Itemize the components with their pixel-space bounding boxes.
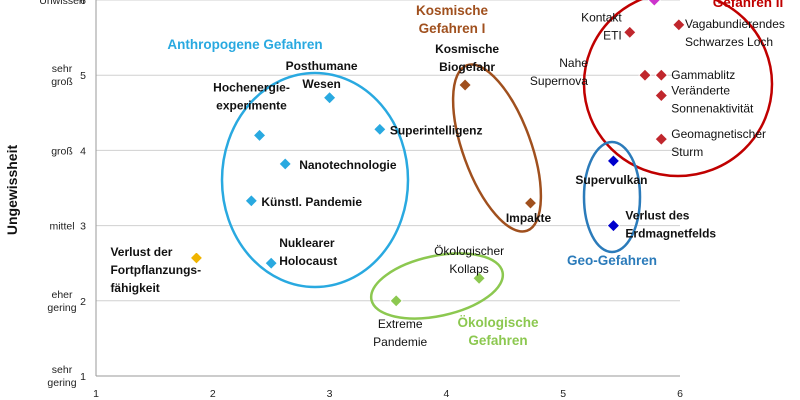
point-labels: Posthumane Wesen Hochenergie-experimente Su… — [110, 10, 784, 348]
point-label-10-0: Extreme — [378, 317, 423, 331]
point-label-5-1: Holocaust — [279, 254, 337, 268]
y-tick-text-4-1: groß — [51, 76, 73, 88]
point-label-16: Gammablitz — [671, 68, 735, 82]
point-label-8: Impakte — [506, 211, 552, 225]
y-tick-text-0-0: sehr — [52, 364, 73, 376]
point-label-6-1: Fortpflanzungs- — [110, 263, 201, 277]
data-point-14 — [672, 18, 686, 32]
y-tick-text-0-1: gering — [47, 377, 76, 389]
y-tick-number-5: 6 — [80, 0, 86, 7]
ellipse-geo — [582, 140, 642, 254]
x-tick-0: 1 — [93, 388, 99, 400]
y-axis-ticks: 1sehrgering2ehergering3mittel4groß5sehrg… — [39, 0, 86, 389]
group-label-gefahren-2: Gefahren II — [713, 0, 784, 10]
x-tick-2: 3 — [327, 388, 333, 400]
point-label-2: Superintelligenz — [390, 123, 483, 137]
y-tick-text-4-0: sehr — [52, 63, 73, 75]
point-label-1-0: Hochenergie- — [213, 80, 290, 94]
data-point-10 — [389, 294, 403, 308]
data-point-4 — [244, 194, 258, 208]
point-label-7-0: Kosmische — [435, 42, 499, 56]
x-axis-ticks: 1 2 3 4 5 6 — [93, 388, 683, 400]
point-label-12-0: Verlust des — [625, 209, 689, 223]
data-points — [189, 0, 686, 308]
y-tick-number-0: 1 — [80, 371, 86, 383]
point-label-9-0: Ökologischer — [434, 244, 504, 258]
x-tick-4: 5 — [560, 388, 566, 400]
y-tick-text-1-1: gering — [47, 302, 76, 314]
data-point-9 — [472, 271, 486, 285]
data-point-2 — [373, 122, 387, 136]
group-label-geo: Geo-Gefahren — [567, 253, 657, 268]
data-point-18 — [654, 132, 668, 146]
y-tick-number-3: 4 — [80, 145, 86, 157]
group-ellipses — [220, 0, 774, 320]
point-label-0-0: Posthumane — [286, 59, 358, 73]
y-tick-text-2: mittel — [49, 221, 74, 233]
y-tick-text-1-0: eher — [51, 289, 73, 301]
point-label-14-1: Schwarzes Loch — [685, 35, 773, 49]
point-label-6-0: Verlust der — [110, 245, 172, 259]
y-axis-label: Ungewissheit — [4, 145, 20, 236]
point-label-3: Nanotechnologie — [299, 158, 397, 172]
data-point-5 — [264, 256, 278, 270]
point-label-18-1: Sturm — [671, 145, 703, 159]
ellipse-oekologische — [369, 252, 505, 320]
data-point-17 — [654, 88, 668, 103]
ellipse-kosmische-1 — [451, 63, 543, 233]
point-label-10-1: Pandemie — [373, 335, 427, 349]
ellipse-anthropogene — [220, 71, 410, 289]
data-point-3 — [278, 157, 292, 171]
point-label-17-1: Sonnenaktivität — [671, 102, 754, 116]
point-label-13-0: Kontakt — [581, 10, 622, 24]
svg-text:Kosmische: Kosmische — [416, 3, 489, 18]
data-point-15 — [638, 68, 652, 82]
svg-text:Gefahren I: Gefahren I — [419, 21, 486, 36]
data-point-13 — [623, 25, 637, 39]
data-point-11 — [606, 154, 620, 168]
y-tick-text-5: Unwissen — [39, 0, 85, 7]
data-point-12 — [606, 219, 620, 233]
data-point-19 — [647, 0, 661, 7]
gridlines — [95, 0, 680, 377]
point-label-18-0: Geomagnetischer — [671, 127, 766, 141]
point-label-15-1: Supernova — [530, 74, 588, 88]
x-tick-5: 6 — [677, 388, 683, 400]
group-labels: Anthropogene Gefahren Kosmische Gefahren… — [167, 0, 783, 348]
point-label-11: Supervulkan — [575, 173, 647, 187]
data-point-6 — [189, 251, 204, 265]
x-tick-3: 4 — [443, 388, 449, 400]
point-label-9-1: Kollaps — [449, 262, 488, 276]
point-label-15-0: Nahe — [559, 56, 588, 70]
data-point-8 — [523, 196, 538, 210]
data-point-16 — [654, 68, 668, 82]
point-label-14-0: Vagabundierendes — [685, 17, 785, 31]
y-tick-number-1: 2 — [80, 296, 86, 308]
point-label-4: Künstl. Pandemie — [261, 195, 362, 209]
point-label-6-2: fähigkeit — [110, 281, 159, 295]
x-tick-1: 2 — [210, 388, 216, 400]
group-label-kosmische-1: Kosmische Gefahren I — [416, 3, 489, 36]
y-tick-text-3: groß — [51, 145, 73, 157]
point-label-1-1: experimente — [216, 98, 287, 112]
point-label-13-1: ETI — [603, 28, 622, 42]
y-tick-number-4: 5 — [80, 70, 86, 82]
point-label-12-1: Erdmagnetfelds — [625, 227, 716, 241]
point-label-7-1: Biogefahr — [439, 60, 495, 74]
point-label-17-0: Veränderte — [671, 84, 730, 98]
svg-text:Ökologische: Ökologische — [457, 315, 539, 330]
point-label-5-0: Nuklearer — [279, 236, 335, 250]
ellipse-gefahren-2 — [582, 0, 774, 178]
y-tick-number-2: 3 — [80, 221, 86, 233]
group-label-anthropogene: Anthropogene Gefahren — [167, 37, 322, 52]
group-label-oekologische: Ökologische Gefahren — [457, 315, 539, 348]
data-point-7 — [458, 78, 472, 92]
svg-text:Gefahren: Gefahren — [468, 333, 527, 348]
data-point-0 — [323, 91, 337, 105]
point-label-0-1: Wesen — [302, 77, 340, 91]
data-point-1 — [252, 128, 267, 142]
